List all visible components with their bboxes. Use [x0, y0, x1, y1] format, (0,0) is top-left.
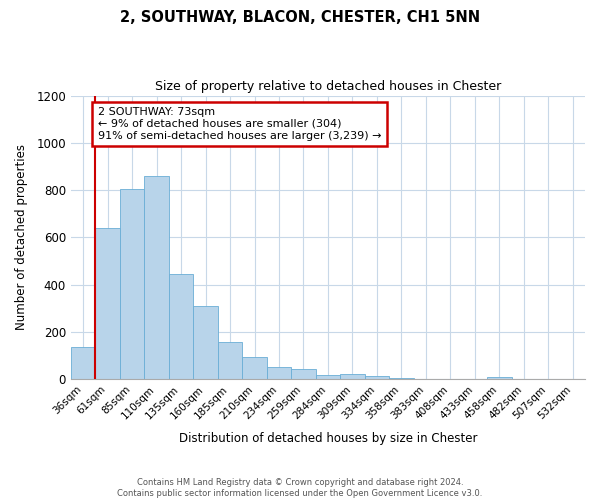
X-axis label: Distribution of detached houses by size in Chester: Distribution of detached houses by size … [179, 432, 477, 445]
Bar [193, 306, 218, 379]
Bar [487, 378, 512, 379]
Bar [267, 367, 291, 379]
Y-axis label: Number of detached properties: Number of detached properties [15, 144, 28, 330]
Bar [316, 375, 340, 379]
Bar [340, 374, 365, 379]
Bar [291, 369, 316, 379]
Bar [169, 274, 193, 379]
Text: 2 SOUTHWAY: 73sqm
← 9% of detached houses are smaller (304)
91% of semi-detached: 2 SOUTHWAY: 73sqm ← 9% of detached house… [98, 108, 382, 140]
Bar [242, 356, 267, 379]
Bar [389, 378, 413, 379]
Bar [95, 228, 120, 379]
Title: Size of property relative to detached houses in Chester: Size of property relative to detached ho… [155, 80, 501, 93]
Text: 2, SOUTHWAY, BLACON, CHESTER, CH1 5NN: 2, SOUTHWAY, BLACON, CHESTER, CH1 5NN [120, 10, 480, 25]
Bar [145, 176, 169, 379]
Text: Contains HM Land Registry data © Crown copyright and database right 2024.
Contai: Contains HM Land Registry data © Crown c… [118, 478, 482, 498]
Bar [365, 376, 389, 379]
Bar [71, 348, 95, 379]
Bar [218, 342, 242, 379]
Bar [120, 189, 145, 379]
